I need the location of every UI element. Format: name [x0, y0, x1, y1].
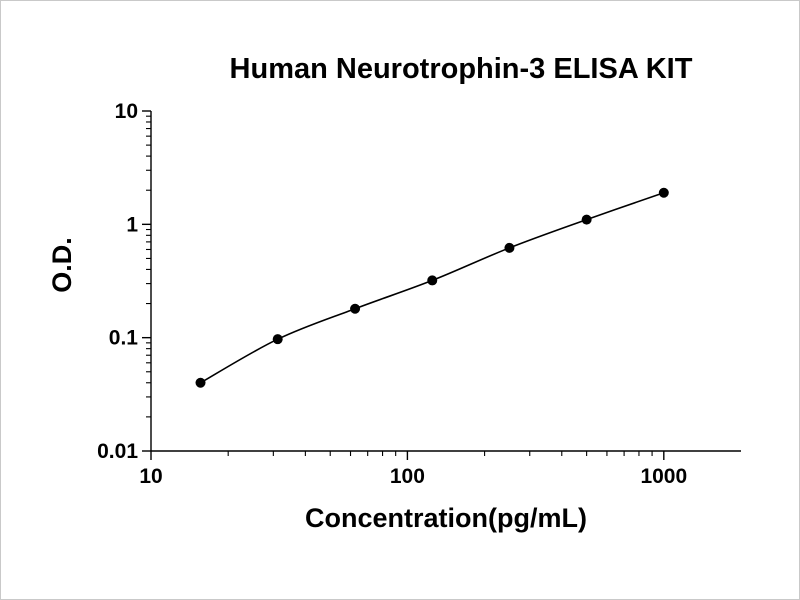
x-axis-label: Concentration(pg/mL) [305, 503, 587, 533]
y-tick-label: 10 [115, 100, 138, 123]
chart-title: Human Neurotrophin-3 ELISA KIT [229, 53, 693, 85]
data-point-marker [427, 275, 438, 286]
data-point-marker [504, 242, 515, 253]
y-tick-label: 0.01 [97, 440, 138, 463]
data-point-marker [658, 187, 669, 198]
y-tick-label: 0.1 [109, 327, 139, 350]
x-tick-label: 1000 [640, 465, 687, 488]
data-point-marker [195, 377, 206, 388]
x-tick-label: 10 [139, 465, 162, 488]
standard-curve-line [200, 191, 665, 384]
x-tick-label: 100 [390, 465, 425, 488]
data-point-marker [272, 334, 283, 345]
data-point-marker [581, 214, 592, 225]
y-tick-label: 1 [126, 213, 138, 236]
data-point-marker [350, 303, 361, 314]
